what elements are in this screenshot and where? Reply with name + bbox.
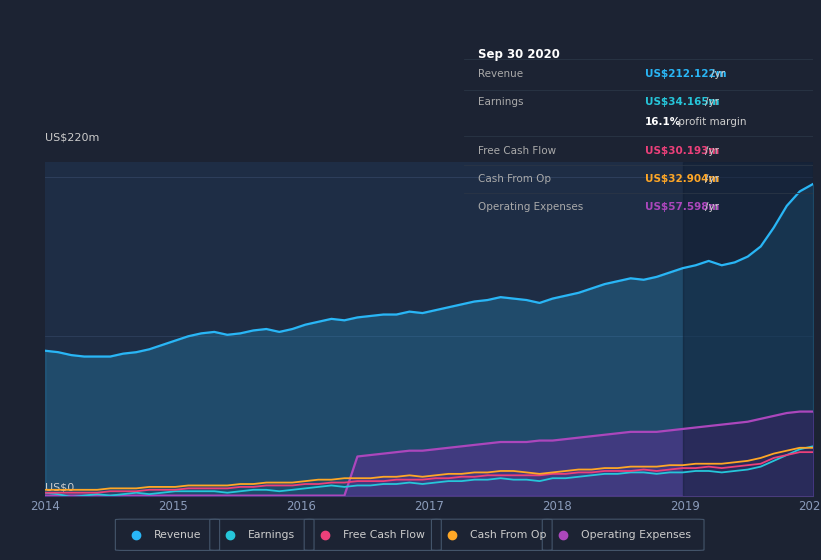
- Text: US$34.165m: US$34.165m: [645, 97, 720, 107]
- Text: /yr: /yr: [704, 146, 718, 156]
- Text: /yr: /yr: [710, 69, 725, 79]
- Text: US$220m: US$220m: [45, 132, 99, 142]
- Text: Free Cash Flow: Free Cash Flow: [343, 530, 424, 540]
- Bar: [683, 162, 813, 496]
- Text: Revenue: Revenue: [478, 69, 523, 79]
- Text: US$57.598m: US$57.598m: [645, 202, 720, 212]
- Text: US$212.122m: US$212.122m: [645, 69, 727, 79]
- Text: /yr: /yr: [704, 97, 718, 107]
- Text: Revenue: Revenue: [154, 530, 201, 540]
- Text: US$32.904m: US$32.904m: [645, 174, 720, 184]
- Text: /yr: /yr: [704, 174, 718, 184]
- Text: Cash From Op: Cash From Op: [470, 530, 547, 540]
- Text: US$30.193m: US$30.193m: [645, 146, 719, 156]
- Text: Earnings: Earnings: [478, 97, 523, 107]
- Text: 16.1%: 16.1%: [645, 117, 681, 127]
- Text: Cash From Op: Cash From Op: [478, 174, 551, 184]
- Text: Sep 30 2020: Sep 30 2020: [478, 48, 560, 60]
- Text: Operating Expenses: Operating Expenses: [478, 202, 583, 212]
- Text: /yr: /yr: [704, 202, 718, 212]
- Text: Earnings: Earnings: [248, 530, 296, 540]
- Text: profit margin: profit margin: [675, 117, 746, 127]
- Text: Free Cash Flow: Free Cash Flow: [478, 146, 556, 156]
- Text: US$0: US$0: [45, 482, 75, 492]
- Text: Operating Expenses: Operating Expenses: [581, 530, 690, 540]
